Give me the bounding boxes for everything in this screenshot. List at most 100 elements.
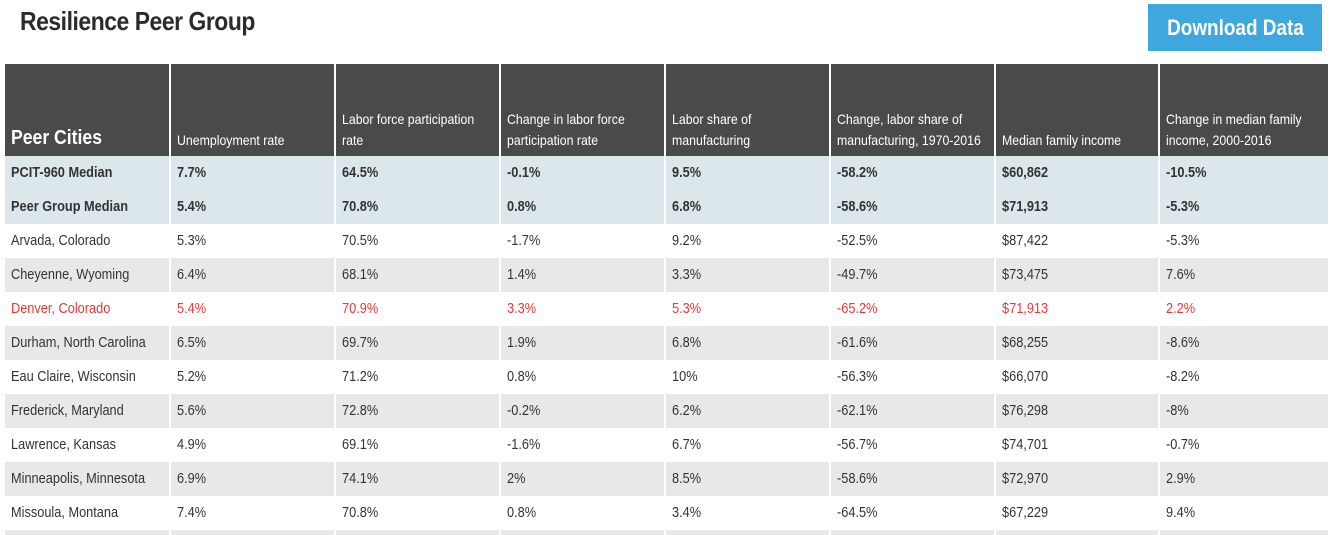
cell-value: 74.1%	[342, 471, 379, 487]
city-name: Lawrence, Kansas	[11, 437, 116, 453]
value-cell: 72.8%	[335, 394, 501, 428]
value-cell: $66,070	[995, 360, 1160, 394]
value-cell: 2.2%	[1159, 292, 1328, 326]
value-cell: $68,255	[995, 326, 1160, 360]
empty-cell	[500, 530, 666, 535]
cell-value: $76,298	[1002, 403, 1049, 419]
column-header-labor-force-participation[interactable]: Labor force participation rate	[335, 64, 501, 156]
cell-value: 6.2%	[672, 403, 702, 419]
cell-value: -56.3%	[837, 369, 878, 385]
value-cell: 7.4%	[170, 496, 336, 530]
cell-value: -1.6%	[507, 437, 541, 453]
city-name-cell: Frederick, Maryland	[5, 394, 171, 428]
column-header-peer-cities[interactable]: Peer Cities	[5, 64, 171, 156]
value-cell: -1.6%	[500, 428, 666, 462]
value-cell: -10.5%	[1159, 156, 1328, 190]
value-cell: 2%	[500, 462, 666, 496]
cell-value: 9.5%	[672, 165, 702, 181]
cell-value: $73,475	[1002, 267, 1049, 283]
cell-value: 9.2%	[672, 233, 702, 249]
value-cell: 6.8%	[665, 326, 831, 360]
value-cell: 9.2%	[665, 224, 831, 258]
column-header-unemployment-rate[interactable]: Unemployment rate	[170, 64, 336, 156]
value-cell: 5.6%	[170, 394, 336, 428]
value-cell: 6.4%	[170, 258, 336, 292]
cell-value: 5.2%	[177, 369, 207, 385]
cell-value: 5.6%	[177, 403, 207, 419]
value-cell: 1.4%	[500, 258, 666, 292]
value-cell: 2.9%	[1159, 462, 1328, 496]
column-header-change-labor-share[interactable]: Change, labor share of manufacturing, 19…	[830, 64, 996, 156]
cell-value: $60,862	[1002, 165, 1049, 181]
table-row-highlighted: Denver, Colorado 5.4% 70.9% 3.3% 5.3% -65.2% $…	[5, 292, 1328, 326]
median-row: PCIT-960 Median 7.7% 64.5% -0.1% 9.5% -58.2% $…	[5, 156, 1328, 190]
column-header-change-labor-force[interactable]: Change in labor force participation rate	[500, 64, 666, 156]
value-cell: 6.5%	[170, 326, 336, 360]
column-header-change-median-income[interactable]: Change in median family income, 2000-201…	[1159, 64, 1328, 156]
value-cell: -8.6%	[1159, 326, 1328, 360]
value-cell: -56.7%	[830, 428, 996, 462]
cell-value: $71,913	[1002, 199, 1049, 215]
column-header-labor-share-manufacturing[interactable]: Labor share of manufacturing	[665, 64, 831, 156]
cell-value: -58.6%	[837, 199, 878, 215]
value-cell: 5.4%	[170, 292, 336, 326]
value-cell: -58.2%	[830, 156, 996, 190]
value-cell: $74,701	[995, 428, 1160, 462]
value-cell: $60,862	[995, 156, 1160, 190]
value-cell: 10%	[665, 360, 831, 394]
cell-value: 7.7%	[177, 165, 207, 181]
table-row: Eau Claire, Wisconsin 5.2% 71.2% 0.8% 10% -56…	[5, 360, 1328, 394]
city-name-cell: Cheyenne, Wyoming	[5, 258, 171, 292]
table-row: Durham, North Carolina 6.5% 69.7% 1.9% 6.8% -…	[5, 326, 1328, 360]
value-cell: 7.6%	[1159, 258, 1328, 292]
cell-value: 1.9%	[507, 335, 537, 351]
cell-value: -65.2%	[837, 301, 878, 317]
value-cell: 71.2%	[335, 360, 501, 394]
value-cell: -1.7%	[500, 224, 666, 258]
value-cell: 4.9%	[170, 428, 336, 462]
download-data-button[interactable]: Download Data	[1148, 4, 1322, 51]
cell-value: 9.4%	[1166, 505, 1196, 521]
cell-value: 5.4%	[177, 301, 207, 317]
cell-value: 64.5%	[342, 165, 379, 181]
value-cell: $87,422	[995, 224, 1160, 258]
city-name: Eau Claire, Wisconsin	[11, 369, 136, 385]
value-cell: 0.8%	[500, 496, 666, 530]
table-row: Lawrence, Kansas 4.9% 69.1% -1.6% 6.7% -56.7%…	[5, 428, 1328, 462]
empty-cell	[5, 530, 171, 535]
cell-value: $72,970	[1002, 471, 1049, 487]
value-cell: -0.1%	[500, 156, 666, 190]
cell-value: 69.7%	[342, 335, 379, 351]
value-cell: -49.7%	[830, 258, 996, 292]
city-name-cell: PCIT-960 Median	[5, 156, 171, 190]
value-cell: $71,913	[995, 292, 1160, 326]
cell-value: 0.8%	[507, 369, 537, 385]
city-name: Denver, Colorado	[11, 301, 111, 317]
empty-cell	[170, 530, 336, 535]
city-name: Arvada, Colorado	[11, 233, 111, 249]
value-cell: 70.9%	[335, 292, 501, 326]
cell-value: $66,070	[1002, 369, 1049, 385]
value-cell: 5.3%	[665, 292, 831, 326]
cell-value: 70.5%	[342, 233, 379, 249]
value-cell: 9.4%	[1159, 496, 1328, 530]
city-name: PCIT-960 Median	[11, 165, 113, 181]
value-cell: $71,913	[995, 190, 1160, 224]
column-header-median-family-income[interactable]: Median family income	[995, 64, 1160, 156]
city-name-cell: Denver, Colorado	[5, 292, 171, 326]
value-cell: 64.5%	[335, 156, 501, 190]
value-cell: 1.9%	[500, 326, 666, 360]
cell-value: -49.7%	[837, 267, 878, 283]
download-data-label: Download Data	[1166, 14, 1304, 40]
cell-value: -58.2%	[837, 165, 878, 181]
value-cell: 8.5%	[665, 462, 831, 496]
value-cell: -65.2%	[830, 292, 996, 326]
table-row-partial	[5, 530, 1328, 535]
cell-value: 6.5%	[177, 335, 207, 351]
cell-value: $67,229	[1002, 505, 1049, 521]
cell-value: -58.6%	[837, 471, 878, 487]
table-row: Missoula, Montana 7.4% 70.8% 0.8% 3.4% -64.5%…	[5, 496, 1328, 530]
value-cell: -62.1%	[830, 394, 996, 428]
value-cell: 74.1%	[335, 462, 501, 496]
table-row: Cheyenne, Wyoming 6.4% 68.1% 1.4% 3.3% -49.7%…	[5, 258, 1328, 292]
